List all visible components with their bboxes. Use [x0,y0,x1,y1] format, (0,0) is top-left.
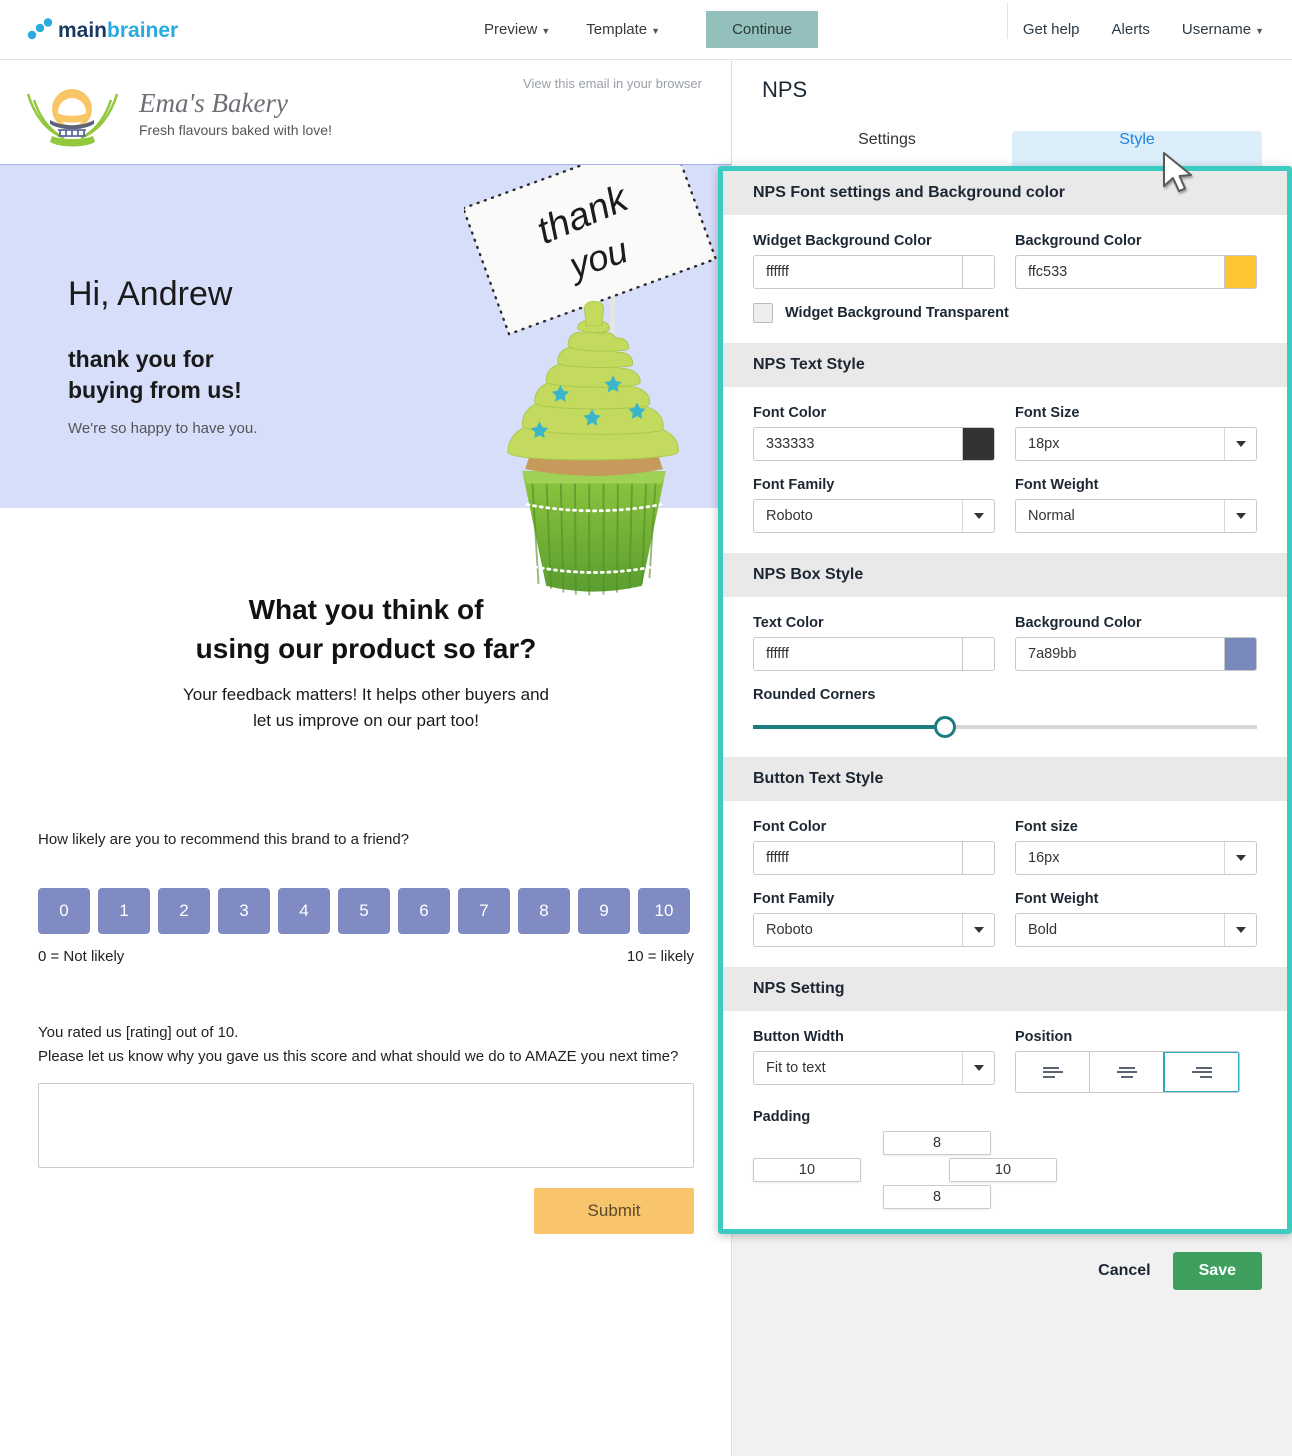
svg-text:mainbrainer: mainbrainer [58,19,178,42]
